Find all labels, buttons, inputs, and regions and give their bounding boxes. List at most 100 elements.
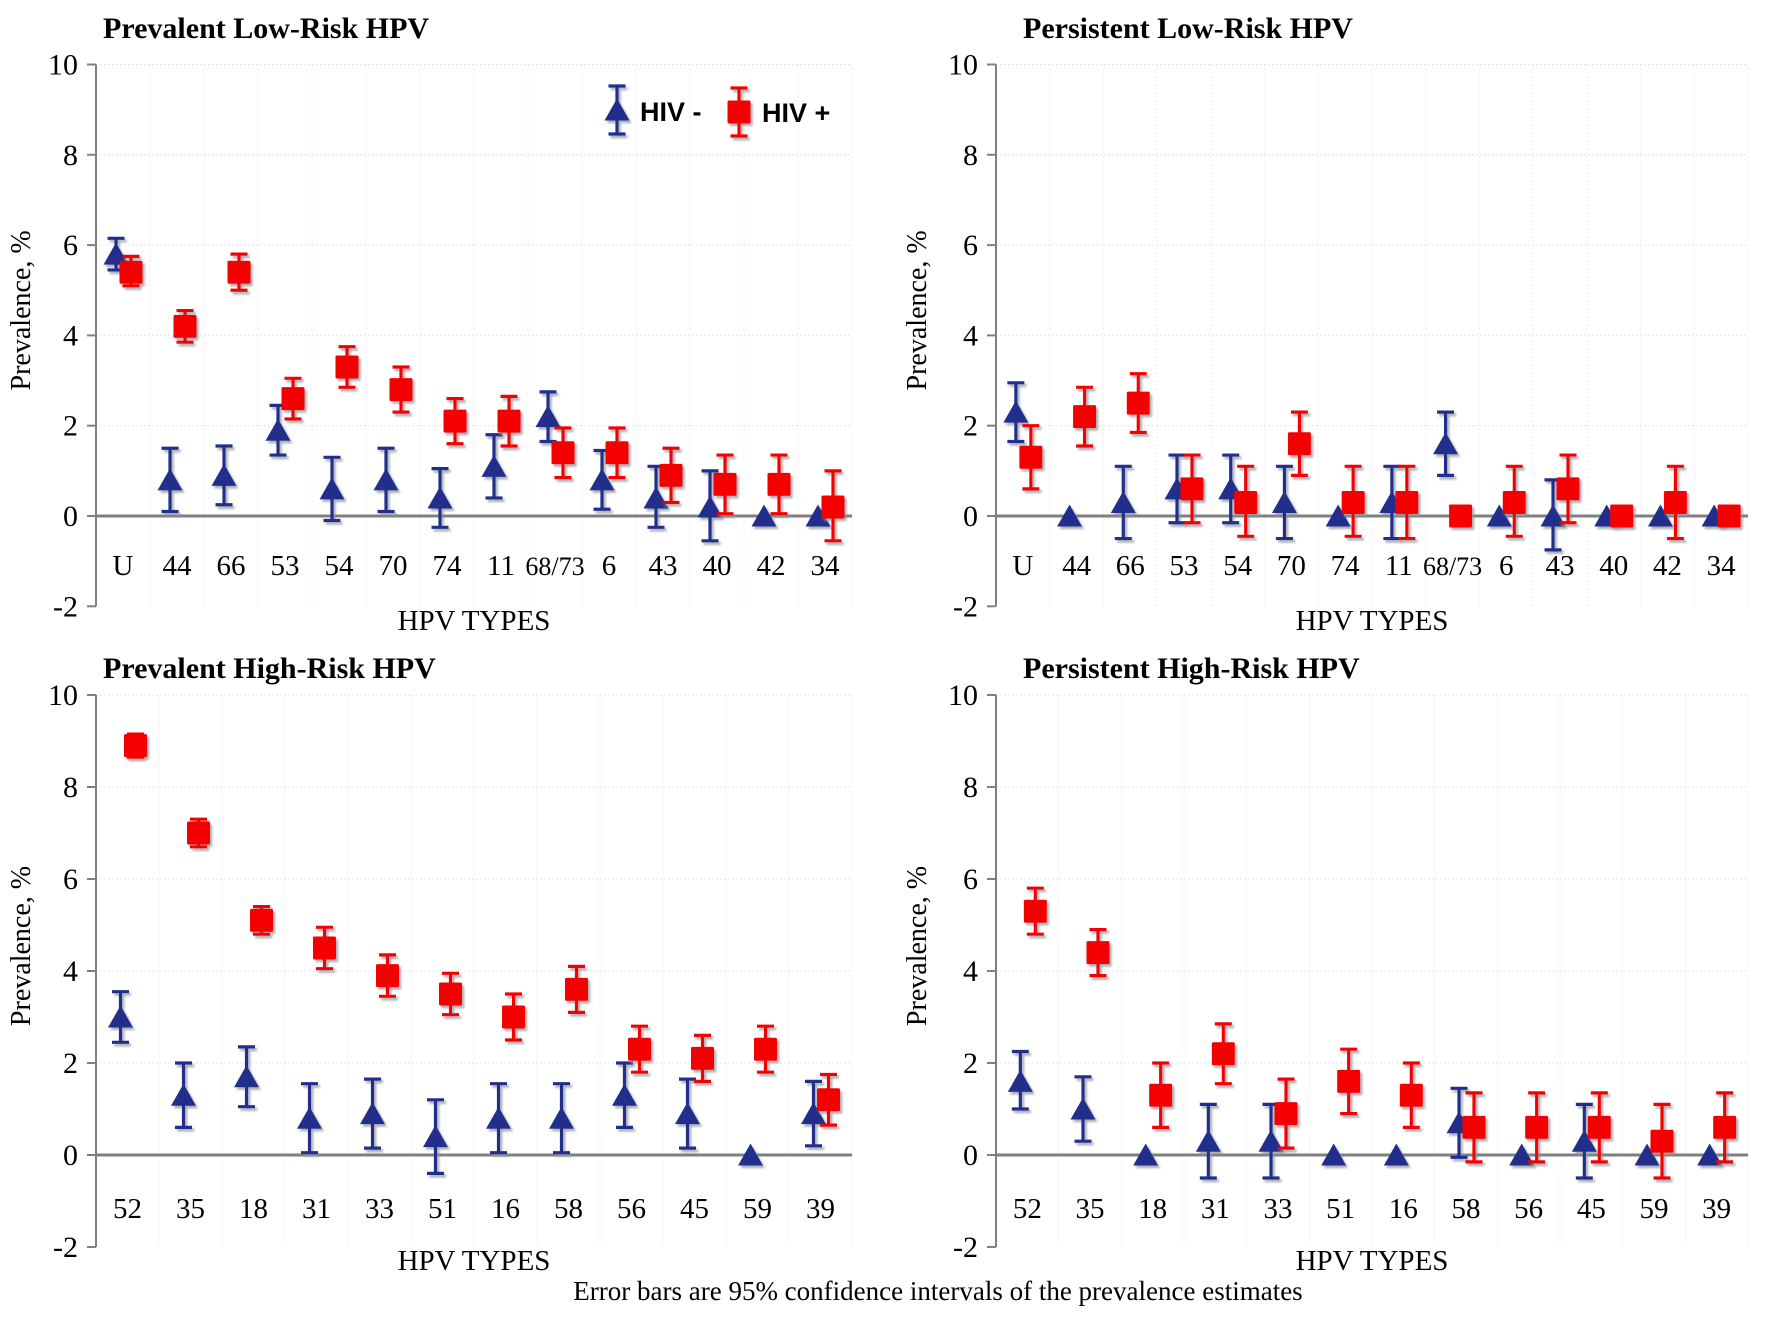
hiv-positive-square-marker: [1337, 1069, 1361, 1093]
hiv-positive-square-marker: [1462, 1115, 1486, 1139]
hiv-negative-triangle-marker: [1110, 490, 1136, 513]
hiv-positive-square-marker: [1395, 490, 1419, 514]
y-axis-ticks: [87, 694, 96, 1248]
y-axis-title: Prevalence, %: [902, 866, 933, 1026]
prevalent-low-risk-hpv-hiv-positive-series: [119, 252, 845, 543]
hiv-positive-square-marker: [1211, 1042, 1235, 1066]
hiv-positive-square-marker: [1180, 477, 1204, 501]
svg-text:51: 51: [1326, 1193, 1355, 1225]
hiv-negative-triangle-marker: [801, 1102, 826, 1125]
svg-text:6: 6: [1499, 550, 1514, 582]
svg-text:U: U: [113, 550, 134, 582]
hiv-positive-square-marker: [754, 1037, 777, 1061]
legend-label-hiv-positive: HIV +: [762, 98, 830, 128]
svg-text:11: 11: [487, 550, 515, 582]
svg-text:40: 40: [703, 550, 732, 582]
x-axis-title: HPV TYPES: [398, 1245, 551, 1272]
svg-text:16: 16: [491, 1193, 520, 1225]
hiv-negative-triangle-marker: [1195, 1129, 1221, 1152]
svg-text:6: 6: [963, 863, 978, 896]
hiv-positive-square-marker: [659, 463, 683, 487]
hiv-positive-square-marker: [691, 1046, 714, 1070]
hiv-positive-square-marker: [227, 260, 251, 284]
svg-text:-2: -2: [53, 1231, 78, 1264]
hiv-negative-triangle-marker: [604, 98, 630, 121]
vertical-gridlines: [1049, 64, 1749, 607]
svg-text:56: 56: [1514, 1193, 1543, 1225]
svg-text:8: 8: [63, 139, 78, 172]
hiv-negative-triangle-marker: [1540, 504, 1566, 527]
hiv-negative-triangle-marker: [1647, 504, 1673, 527]
svg-text:6: 6: [963, 229, 978, 262]
hiv-positive-square-marker: [1086, 941, 1110, 965]
hiv-negative-triangle-marker: [1271, 490, 1297, 513]
hiv-negative-triangle-marker: [103, 242, 129, 265]
svg-text:52: 52: [113, 1193, 142, 1225]
svg-text:33: 33: [1264, 1193, 1293, 1225]
hiv-negative-triangle-marker: [1697, 1143, 1723, 1166]
svg-text:10: 10: [948, 49, 978, 82]
panel-title: Prevalent High-Risk HPV: [103, 652, 436, 685]
svg-text:42: 42: [1653, 550, 1682, 582]
svg-text:16: 16: [1389, 1193, 1418, 1225]
prevalent-high-risk-hpv-hiv-positive-series: [124, 732, 840, 1127]
hiv-negative-triangle-marker: [265, 418, 291, 441]
hiv-negative-triangle-marker: [1070, 1097, 1096, 1120]
hiv-positive-square-marker: [628, 1037, 651, 1061]
hiv-negative-triangle-marker: [171, 1083, 196, 1106]
svg-text:53: 53: [271, 550, 300, 582]
svg-text:53: 53: [1170, 550, 1199, 582]
hiv-positive-square-marker: [565, 977, 588, 1001]
svg-text:39: 39: [1702, 1193, 1731, 1225]
svg-text:56: 56: [617, 1193, 646, 1225]
svg-text:10: 10: [48, 679, 78, 712]
hiv-negative-triangle-marker: [1057, 504, 1083, 527]
svg-text:0: 0: [63, 500, 78, 533]
svg-text:34: 34: [811, 550, 841, 582]
hiv-negative-triangle-marker: [360, 1102, 385, 1125]
panel-title: Persistent Low-Risk HPV: [1023, 12, 1353, 45]
hiv-positive-square-marker: [727, 100, 751, 124]
hiv-negative-triangle-marker: [1325, 504, 1351, 527]
hiv-negative-triangle-marker: [675, 1102, 700, 1125]
hiv-negative-triangle-marker: [234, 1065, 259, 1088]
hiv-positive-square-marker: [119, 260, 143, 284]
svg-text:66: 66: [217, 550, 246, 582]
hiv-negative-triangle-marker: [1634, 1143, 1660, 1166]
y-axis-tick-labels: 10 8 6 4 2 0 -2: [948, 679, 978, 1264]
svg-text:2: 2: [963, 410, 978, 443]
hiv-positive-square-marker: [1650, 1129, 1674, 1153]
svg-text:34: 34: [1707, 550, 1737, 582]
hiv-positive-square-marker: [1525, 1115, 1549, 1139]
hiv-negative-triangle-marker: [319, 477, 345, 500]
hiv-negative-triangle-marker: [423, 1125, 448, 1148]
hiv-negative-triangle-marker: [1571, 1129, 1597, 1152]
svg-text:58: 58: [1452, 1193, 1481, 1225]
svg-text:4: 4: [63, 955, 78, 988]
horizontal-gridlines: [996, 694, 1748, 1064]
hiv-negative-triangle-marker: [1509, 1143, 1535, 1166]
svg-text:6: 6: [63, 229, 78, 262]
svg-text:44: 44: [163, 550, 193, 582]
hiv-negative-triangle-marker: [1003, 400, 1029, 423]
svg-text:4: 4: [963, 319, 978, 352]
svg-text:11: 11: [1385, 550, 1413, 582]
svg-text:U: U: [1012, 550, 1033, 582]
hiv-positive-square-marker: [1663, 490, 1687, 514]
hiv-positive-square-marker: [443, 409, 467, 433]
hiv-positive-square-marker: [313, 936, 336, 960]
hiv-positive-square-marker: [281, 387, 305, 411]
hiv-positive-square-marker: [1449, 504, 1473, 528]
svg-text:52: 52: [1013, 1193, 1042, 1225]
svg-text:-2: -2: [53, 590, 78, 623]
hiv-negative-triangle-marker: [481, 454, 507, 477]
x-axis-title: HPV TYPES: [1296, 605, 1449, 637]
svg-text:18: 18: [239, 1193, 268, 1225]
svg-text:40: 40: [1599, 550, 1628, 582]
svg-text:68/73: 68/73: [525, 552, 584, 581]
hiv-negative-triangle-marker: [427, 486, 453, 509]
svg-text:-2: -2: [953, 1231, 978, 1264]
svg-text:66: 66: [1116, 550, 1145, 582]
prevalent-high-risk-hpv: 10 8 6 4 2 0 -2 52 35 18 31 33 51 16 58 56 45 59 39 HPV TYP…: [6, 652, 853, 1272]
